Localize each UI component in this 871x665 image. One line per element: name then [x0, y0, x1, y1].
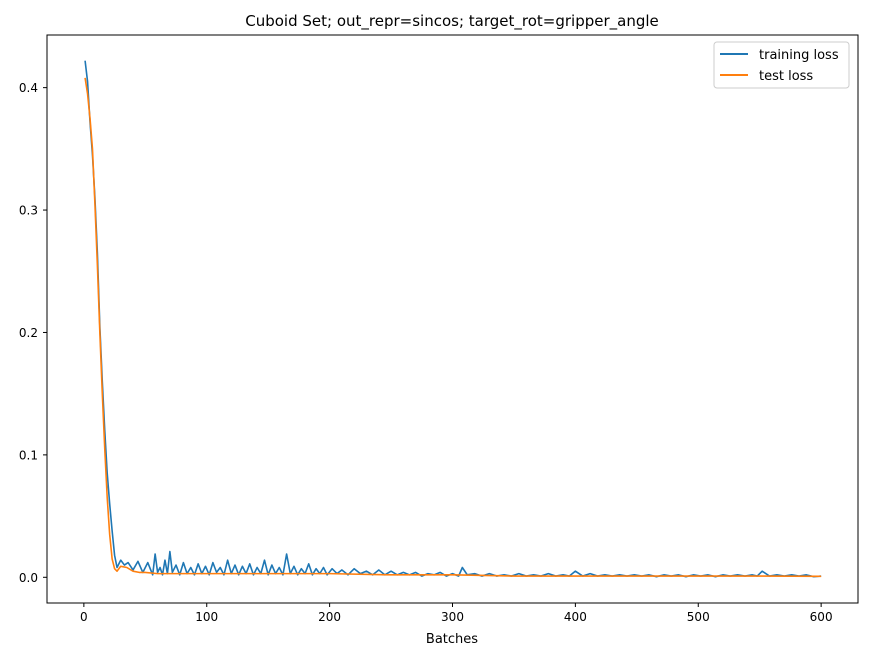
y-tick-label: 0.4 — [19, 81, 38, 95]
x-tick-label: 0 — [80, 610, 88, 624]
x-tick-label: 200 — [318, 610, 341, 624]
chart-title: Cuboid Set; out_repr=sincos; target_rot=… — [245, 12, 659, 31]
x-tick-label: 500 — [687, 610, 710, 624]
x-tick-label: 400 — [564, 610, 587, 624]
y-axis-ticks: 0.0 0.1 0.2 0.3 0.4 — [19, 81, 47, 585]
y-tick-label: 0.0 — [19, 571, 38, 585]
legend-label-training-loss: training loss — [759, 48, 839, 63]
series-line-training-loss — [84, 60, 822, 578]
x-axis-label: Batches — [426, 632, 478, 647]
x-tick-label: 600 — [810, 610, 833, 624]
x-axis-ticks: 0 100 200 300 400 500 600 — [80, 603, 833, 624]
series-layer — [84, 60, 822, 578]
x-tick-label: 100 — [195, 610, 218, 624]
y-tick-label: 0.3 — [19, 204, 38, 218]
series-line-test-loss — [84, 77, 822, 578]
y-tick-label: 0.2 — [19, 326, 38, 340]
x-tick-label: 300 — [441, 610, 464, 624]
y-tick-label: 0.1 — [19, 448, 38, 462]
legend-label-test-loss: test loss — [759, 69, 813, 84]
legend: training loss test loss — [713, 41, 850, 89]
